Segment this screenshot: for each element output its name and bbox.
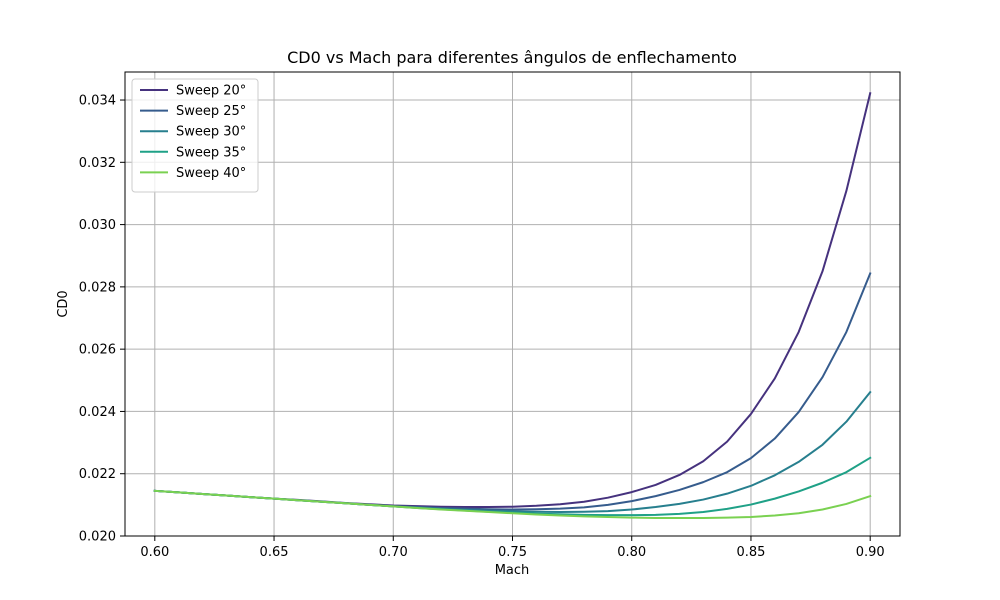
y-tick-label: 0.026 <box>79 343 116 358</box>
y-tick-label: 0.032 <box>79 156 116 171</box>
x-tick-label: 0.65 <box>260 545 289 560</box>
y-tick-label: 0.022 <box>79 467 116 482</box>
legend-label: Sweep 35° <box>176 145 246 160</box>
x-axis: 0.60 0.65 0.70 0.75 0.80 0.85 0.90 <box>140 536 885 560</box>
y-tick-label: 0.030 <box>79 218 116 233</box>
y-axis-label: CD0 <box>56 290 71 317</box>
x-tick-label: 0.90 <box>856 545 885 560</box>
y-tick-label: 0.020 <box>79 530 116 545</box>
legend-label: Sweep 25° <box>176 104 246 119</box>
series-line-sweep-40 <box>153 489 872 519</box>
y-axis: 0.020 0.022 0.024 0.026 0.028 0.030 0.032 0.034 <box>79 94 125 545</box>
legend-box <box>131 78 259 193</box>
y-tick-label: 0.028 <box>79 280 116 295</box>
x-tick-label: 0.75 <box>498 545 527 560</box>
legend-label: Sweep 40° <box>176 166 246 181</box>
x-tick-label: 0.80 <box>617 545 646 560</box>
legend-item: Sweep 35° <box>140 145 246 160</box>
y-tick-label: 0.034 <box>79 94 116 109</box>
legend-label: Sweep 20° <box>176 84 246 99</box>
x-axis-label: Mach <box>495 563 530 578</box>
x-tick-label: 0.60 <box>140 545 169 560</box>
legend-item: Sweep 40° <box>140 166 246 181</box>
chart-title: CD0 vs Mach para diferentes ângulos de e… <box>287 48 737 67</box>
legend-label: Sweep 30° <box>176 125 246 140</box>
x-tick-label: 0.85 <box>736 545 765 560</box>
legend-item: Sweep 20° <box>140 84 246 99</box>
legend-item: Sweep 30° <box>140 125 246 140</box>
x-tick-label: 0.70 <box>379 545 408 560</box>
legend: Sweep 20° Sweep 25° Sweep 30° Sweep 35° Swee… <box>131 78 259 193</box>
legend-item: Sweep 25° <box>140 104 246 119</box>
series-layer <box>153 91 872 519</box>
y-tick-label: 0.024 <box>79 405 116 420</box>
